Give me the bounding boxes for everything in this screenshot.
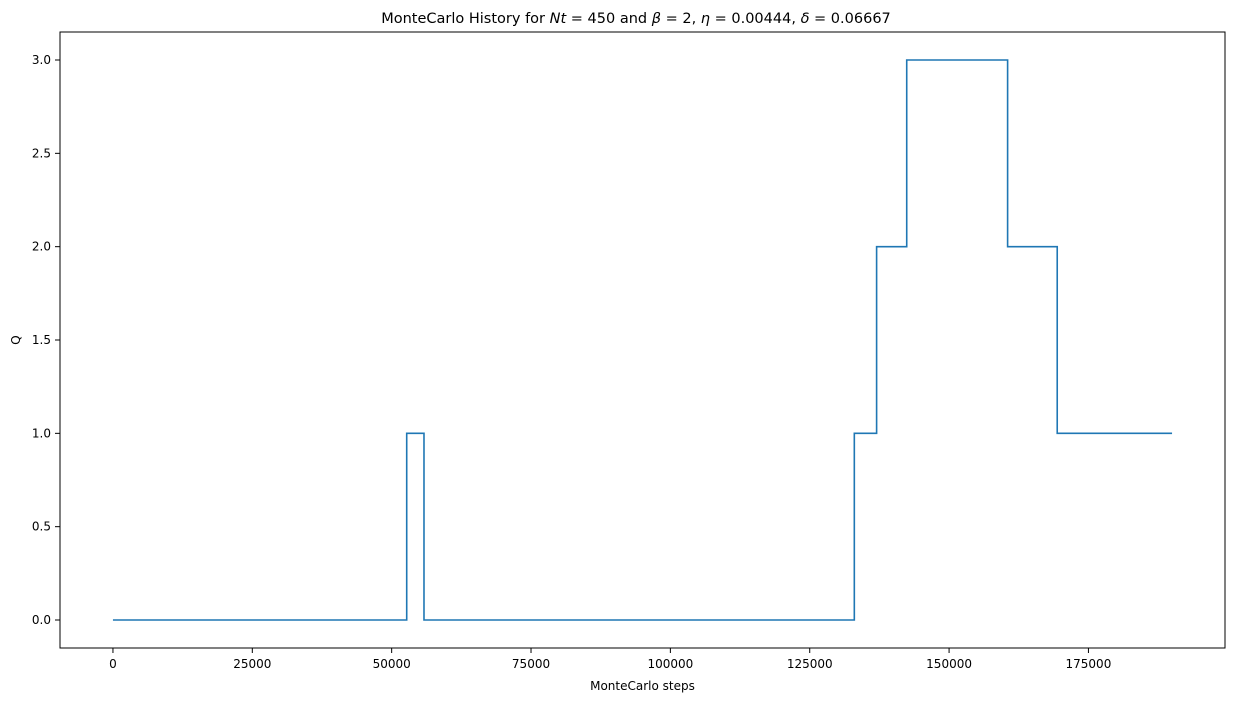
x-tick-label: 0	[109, 657, 117, 671]
x-tick-label: 125000	[787, 657, 833, 671]
title-delta-var: δ	[801, 11, 810, 27]
x-tick-label: 150000	[926, 657, 972, 671]
y-tick-label: 3.0	[32, 53, 51, 67]
x-tick-label: 75000	[512, 657, 550, 671]
title-beta-var: β	[651, 11, 661, 27]
title-beta-value: = 2,	[661, 11, 701, 27]
plot-series	[112, 59, 1173, 621]
y-tick-label: 2.5	[32, 146, 51, 160]
x-tick-label: 100000	[647, 657, 693, 671]
x-axis-ticks: 0 25000 50000 75000 100000 125000 150000 175000	[109, 648, 1111, 671]
series-line-q	[112, 59, 1173, 621]
chart-title: MonteCarlo History for Nt = 450 and β = …	[381, 11, 891, 27]
x-tick-label: 50000	[373, 657, 411, 671]
title-nt-var: Nt	[550, 11, 568, 27]
y-tick-label: 1.0	[32, 426, 51, 440]
y-tick-label: 0.0	[32, 613, 51, 627]
title-eta-var: η	[701, 11, 710, 27]
x-tick-label: 25000	[233, 657, 271, 671]
y-tick-label: 2.0	[32, 240, 51, 254]
y-axis-label: Q	[9, 335, 23, 344]
title-prefix: MonteCarlo History for	[381, 11, 549, 27]
title-nt-value: = 450 and	[566, 11, 652, 27]
y-tick-label: 0.5	[32, 520, 51, 534]
y-tick-label: 1.5	[32, 333, 51, 347]
plot-frame	[59, 31, 1226, 649]
title-eta-value: = 0.00444,	[710, 11, 801, 27]
title-delta-value: = 0.06667	[809, 11, 890, 27]
y-axis-ticks: 0.0 0.5 1.0 1.5 2.0 2.5 3.0	[32, 53, 60, 627]
x-tick-label: 175000	[1066, 657, 1112, 671]
x-axis-label: MonteCarlo steps	[590, 679, 695, 693]
